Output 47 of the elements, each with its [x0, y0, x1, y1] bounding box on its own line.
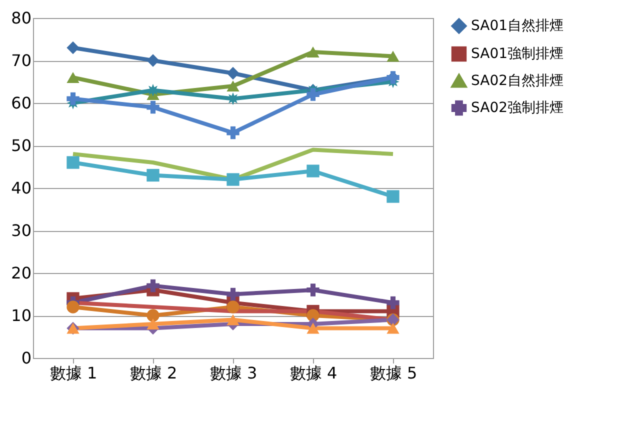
point — [226, 92, 240, 106]
point — [386, 296, 400, 310]
point — [226, 66, 240, 80]
legend-label: SA02自然排煙 — [471, 73, 564, 89]
y-tick-label: 30 — [11, 221, 32, 240]
x-tick-label: 數據 1 — [50, 364, 98, 382]
y-tick-label: 0 — [21, 348, 32, 368]
x-tick-label: 數據 5 — [370, 364, 418, 382]
point — [66, 72, 80, 83]
point — [66, 92, 80, 106]
legend-label: SA01強制排煙 — [471, 46, 564, 62]
point — [146, 168, 160, 182]
point — [386, 190, 400, 203]
point — [146, 84, 160, 97]
x-tick-label: 數據 2 — [130, 364, 178, 382]
y-tick-label: 70 — [11, 51, 32, 70]
legend-label: SA01自然排煙 — [471, 18, 564, 34]
point — [386, 322, 400, 334]
y-tick-label: 40 — [11, 178, 32, 198]
point — [306, 164, 320, 178]
point — [66, 300, 80, 314]
point — [146, 309, 160, 322]
point — [306, 322, 320, 334]
point — [66, 41, 80, 54]
x-tick-label: 數據 3 — [210, 364, 258, 382]
legend-label: SA02強制排煙 — [471, 100, 564, 116]
point — [386, 50, 400, 62]
y-tick-label: 10 — [11, 306, 32, 325]
point — [226, 288, 240, 301]
point — [306, 46, 320, 58]
x-tick-label: 數據 4 — [290, 364, 338, 382]
y-tick-label: 20 — [11, 264, 32, 282]
y-tick-label: 80 — [11, 8, 32, 28]
point — [226, 314, 240, 326]
point — [146, 100, 160, 114]
point — [66, 156, 80, 169]
point — [146, 318, 160, 330]
point — [226, 126, 240, 140]
point — [226, 300, 240, 314]
point — [306, 88, 320, 101]
point — [146, 279, 160, 292]
point — [306, 284, 320, 296]
y-tick-label: 50 — [11, 136, 32, 155]
y-tick-label: 60 — [11, 94, 32, 112]
point — [226, 173, 240, 186]
point — [146, 54, 160, 67]
point — [226, 80, 240, 92]
